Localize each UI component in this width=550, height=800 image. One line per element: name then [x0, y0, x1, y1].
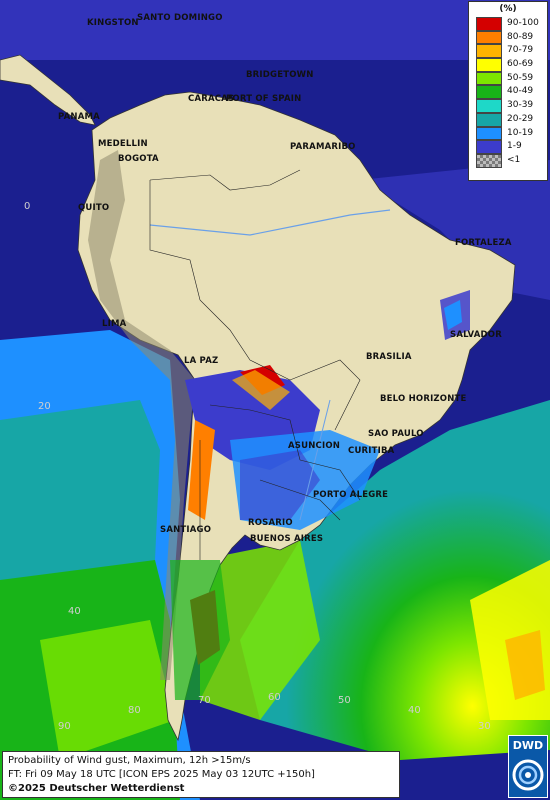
land-central-america: [0, 54, 96, 126]
legend-swatch: [476, 126, 502, 141]
legend-swatch: [476, 140, 502, 154]
legend-label: 30-39: [507, 100, 534, 111]
patagonia-wind-area: [170, 560, 230, 700]
grid-label-lon-50: 50: [338, 695, 351, 706]
city-label-asuncion: ASUNCION: [288, 441, 340, 451]
city-label-bridgetown: BRIDGETOWN: [246, 70, 314, 80]
city-label-panama: PANAMA: [58, 112, 100, 122]
legend-label: 40-49: [507, 86, 534, 97]
legend-label: 70-79: [507, 45, 534, 56]
parana-river: [299, 399, 331, 521]
legend-row: 60-69: [476, 58, 547, 72]
city-label-salvador: SALVADOR: [450, 330, 502, 340]
legend-rows: 90-100 80-89 70-79 60-69 50-59 40-49 30-39 20-2…: [469, 17, 547, 168]
legend-swatch: [476, 112, 502, 127]
dwd-logo-text: DWD: [512, 739, 544, 752]
bolivia-chaco-blue: [240, 450, 320, 520]
legend-swatch: [476, 85, 502, 100]
city-label-fortaleza: FORTALEZA: [455, 238, 512, 248]
dwd-logo: DWD: [508, 735, 548, 798]
legend: (%) 90-100 80-89 70-79 60-69 50-59 40-49 30-39…: [468, 1, 548, 181]
grid-label-lon-60: 60: [268, 692, 281, 703]
legend-row: <1: [476, 153, 547, 168]
legend-row: 80-89: [476, 30, 547, 45]
grid-label-lon-90: 90: [58, 721, 71, 732]
legend-row: 30-39: [476, 99, 547, 113]
legend-swatch: [476, 17, 502, 31]
south-pacific-cyan: [0, 400, 160, 580]
legend-row: 90-100: [476, 17, 547, 31]
argentina-coast-band: [200, 540, 320, 720]
legend-swatch: [476, 153, 502, 168]
legend-label: 60-69: [507, 59, 534, 70]
city-label-lima: LIMA: [102, 319, 127, 329]
city-labels: KINGSTON SANTO DOMINGO BRIDGETOWN CARACA…: [58, 13, 512, 544]
grid-label-lat-40: 40: [68, 606, 81, 617]
city-label-brasilia: BRASILIA: [366, 352, 412, 362]
city-label-kingston: KINGSTON: [87, 18, 139, 28]
grid-label-lon-40: 40: [408, 705, 421, 716]
legend-label: 90-100: [507, 18, 539, 28]
grid-label-lat-0: 0: [24, 201, 30, 212]
city-label-bogota: BOGOTA: [118, 154, 159, 164]
city-label-santo-domingo: SANTO DOMINGO: [137, 13, 223, 23]
south-atlantic-orange: [505, 630, 545, 700]
product-title: Probability of Wind gust, Maximum, 12h >…: [8, 755, 251, 766]
legend-label: 1-9: [507, 141, 522, 152]
legend-swatch: [476, 71, 502, 86]
legend-label: <1: [507, 154, 521, 165]
legend-row: 40-49: [476, 85, 547, 100]
city-label-medellin: MEDELLIN: [98, 139, 148, 149]
amazon-river: [149, 209, 391, 236]
legend-swatch: [476, 58, 502, 72]
legend-label: 80-89: [507, 31, 534, 42]
legend-row: 1-9: [476, 140, 547, 154]
legend-swatch: [476, 30, 502, 45]
legend-swatch: [476, 44, 502, 59]
grid-label-lon-70: 70: [198, 695, 211, 706]
south-pacific-lime: [40, 620, 175, 760]
legend-row: 50-59: [476, 71, 547, 86]
south-atlantic-wind-field: [240, 400, 550, 760]
grid-label-lon-80: 80: [128, 705, 141, 716]
legend-row: 20-29: [476, 112, 547, 127]
ne-brazil-wind-spot: [444, 300, 462, 330]
city-label-port-of-spain: PORT OF SPAIN: [226, 94, 301, 104]
forecast-time: FT: Fri 09 May 18 UTC [ICON EPS 2025 May…: [8, 769, 315, 780]
andes-wind-streak-north: [188, 420, 215, 520]
city-label-sao-paulo: SAO PAULO: [368, 429, 424, 439]
city-label-curitiba: CURITIBA: [348, 446, 395, 456]
legend-row: 10-19: [476, 126, 547, 141]
bolivia-wind-ring: [232, 370, 290, 410]
grid-label-lon-30: 30: [478, 721, 491, 732]
ocean-band-north: [0, 0, 550, 60]
city-label-quito: QUITO: [78, 203, 109, 213]
legend-label: 10-19: [507, 127, 534, 138]
city-label-santiago: SANTIAGO: [160, 525, 211, 535]
city-label-paramaribo: PARAMARIBO: [290, 142, 356, 152]
andes-relief: [88, 150, 195, 680]
city-label-buenos-aires: BUENOS AIRES: [250, 534, 323, 544]
city-label-porto-alegre: PORTO ALEGRE: [313, 490, 388, 500]
city-label-belo-horizonte: BELO HORIZONTE: [380, 394, 467, 404]
legend-row: 70-79: [476, 44, 547, 59]
legend-unit-label: (%): [499, 4, 517, 14]
legend-swatch: [476, 99, 502, 113]
grid-label-lat-20: 20: [38, 401, 51, 412]
legend-label: 50-59: [507, 72, 534, 83]
country-borders: [149, 169, 361, 560]
city-label-rosario: ROSARIO: [248, 518, 293, 528]
city-label-la-paz: LA PAZ: [184, 356, 218, 366]
copyright-text: ©2025 Deutscher Wetterdienst: [8, 783, 185, 794]
dwd-swirl-icon: [512, 759, 544, 791]
legend-label: 20-29: [507, 113, 534, 124]
city-label-caracas: CARACAS: [188, 94, 234, 104]
info-box: Probability of Wind gust, Maximum, 12h >…: [2, 751, 400, 798]
